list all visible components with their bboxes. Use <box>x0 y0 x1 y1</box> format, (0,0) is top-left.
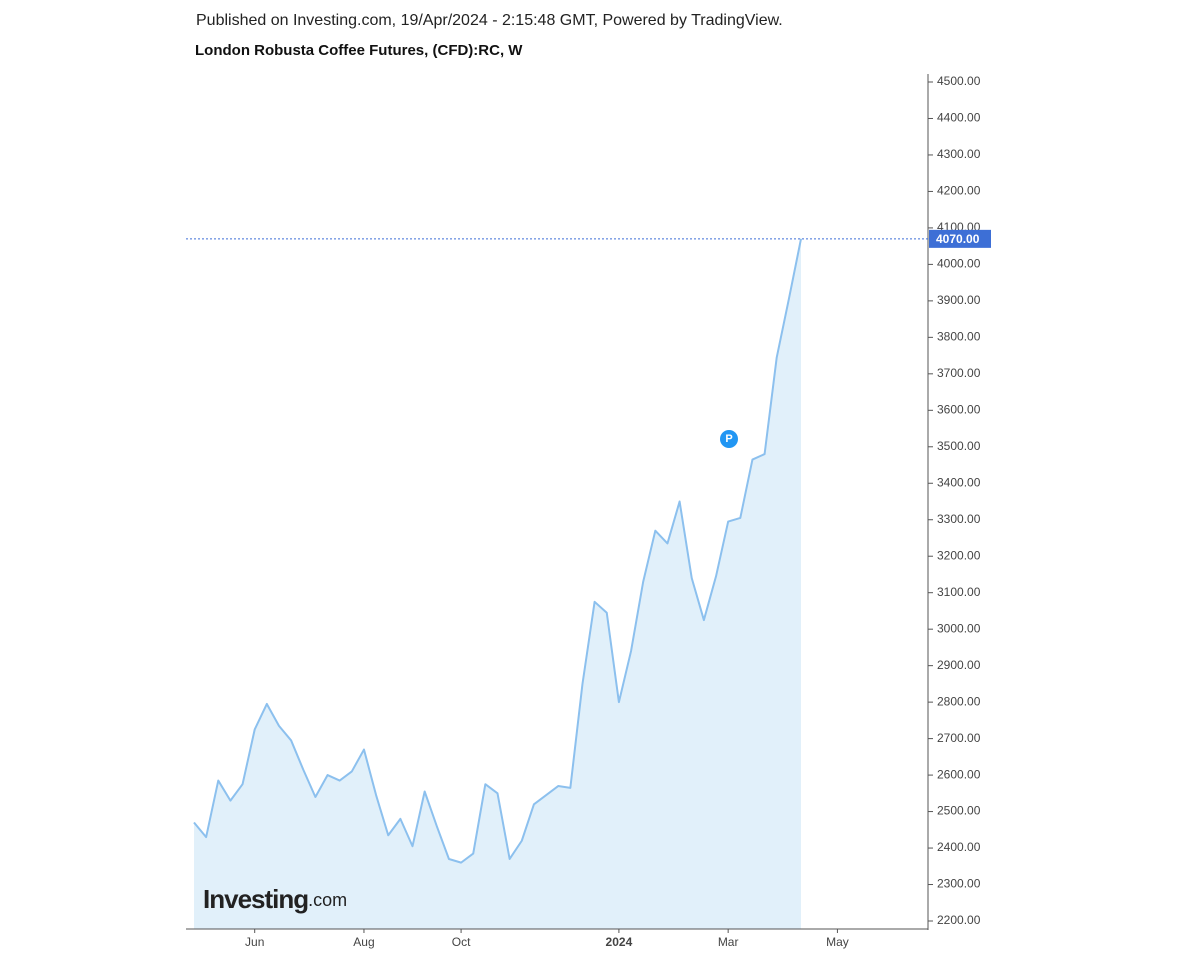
x-tick-label: 2024 <box>606 935 633 949</box>
x-tick-label: Mar <box>718 935 739 949</box>
y-tick-label: 3800.00 <box>937 330 981 344</box>
y-tick-label: 3500.00 <box>937 439 981 453</box>
logo-suffix: .com <box>308 890 347 910</box>
x-tick-label: Aug <box>353 935 374 949</box>
marker-icon[interactable] <box>720 430 738 448</box>
y-tick-label: 3700.00 <box>937 366 981 380</box>
y-tick-label: 2700.00 <box>937 731 981 745</box>
y-tick-label: 3100.00 <box>937 585 981 599</box>
y-tick-label: 2600.00 <box>937 767 981 781</box>
last-value-label: 4070.00 <box>936 232 980 246</box>
y-tick-label: 4200.00 <box>937 184 981 198</box>
marker-label[interactable]: P <box>725 433 732 445</box>
y-tick-label: 4000.00 <box>937 257 981 271</box>
y-tick-label: 2200.00 <box>937 913 981 927</box>
published-note: Published on Investing.com, 19/Apr/2024 … <box>196 12 783 29</box>
x-tick-label: May <box>826 935 849 949</box>
y-tick-label: 3600.00 <box>937 402 981 416</box>
x-tick-label: Jun <box>245 935 264 949</box>
y-tick-label: 2300.00 <box>937 877 981 891</box>
y-tick-label: 4400.00 <box>937 111 981 125</box>
y-tick-label: 2400.00 <box>937 840 981 854</box>
y-tick-label: 2900.00 <box>937 658 981 672</box>
y-tick-label: 3200.00 <box>937 548 981 562</box>
logo: Investing.com <box>203 884 347 914</box>
y-tick-label: 3900.00 <box>937 293 981 307</box>
y-tick-label: 3000.00 <box>937 621 981 635</box>
y-tick-label: 3300.00 <box>937 512 981 526</box>
line <box>193 238 802 864</box>
y-tick-label: 2500.00 <box>937 804 981 818</box>
y-tick-label: 4300.00 <box>937 147 981 161</box>
y-tick-label: 3400.00 <box>937 475 981 489</box>
area <box>194 238 801 930</box>
plot <box>193 238 802 930</box>
chart-title: London Robusta Coffee Futures, (CFD):RC,… <box>195 42 523 59</box>
logo-brand: Investing <box>203 884 308 914</box>
y-tick-label: 2800.00 <box>937 694 981 708</box>
last-value-box <box>929 229 991 248</box>
y-tick-label: 4500.00 <box>937 74 981 88</box>
x-tick-label: Oct <box>452 935 471 949</box>
